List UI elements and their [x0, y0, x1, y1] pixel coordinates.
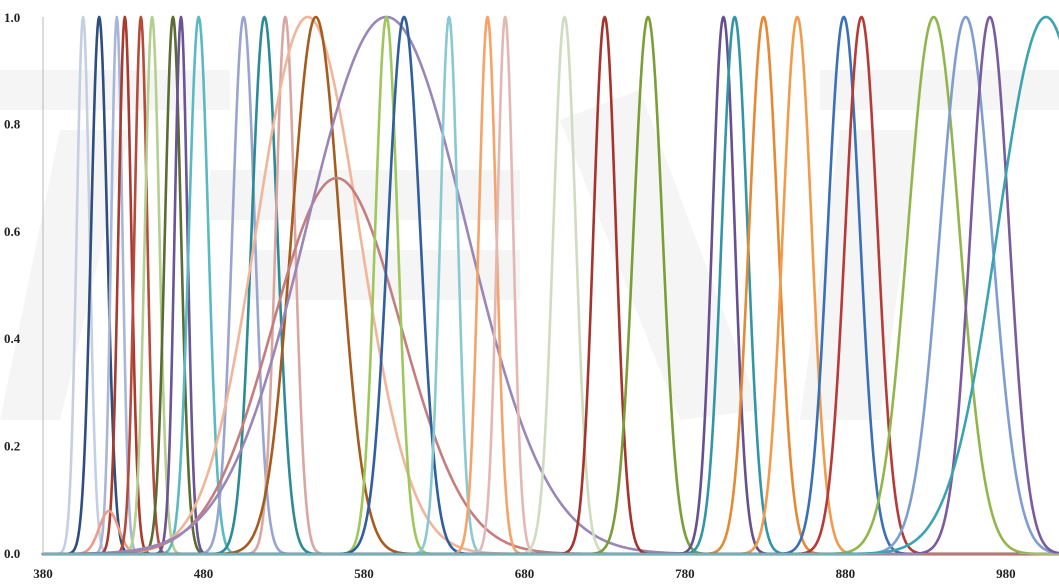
y-tick-label: 0.4: [4, 331, 21, 346]
y-tick-label: 0.8: [4, 116, 21, 131]
y-tick-label: 0.2: [4, 439, 20, 454]
y-tick-label: 0.0: [4, 546, 20, 561]
tick-labels: 380 480 580 680 780 880 980 0.0 0.2 0.4 0.6 0.8 1.0: [4, 10, 1016, 581]
watermark-shape: [0, 130, 130, 420]
watermark-shape: [560, 90, 760, 420]
x-tick-label: 880: [836, 566, 856, 581]
y-tick-label: 1.0: [4, 10, 20, 25]
axes: [42, 17, 1059, 555]
x-tick-label: 680: [515, 566, 535, 581]
x-tick-label: 380: [33, 566, 53, 581]
y-tick-label: 0.6: [4, 224, 21, 239]
x-tick-label: 980: [996, 566, 1016, 581]
x-tick-label: 480: [194, 566, 214, 581]
x-tick-label: 580: [354, 566, 374, 581]
x-tick-label: 780: [675, 566, 695, 581]
